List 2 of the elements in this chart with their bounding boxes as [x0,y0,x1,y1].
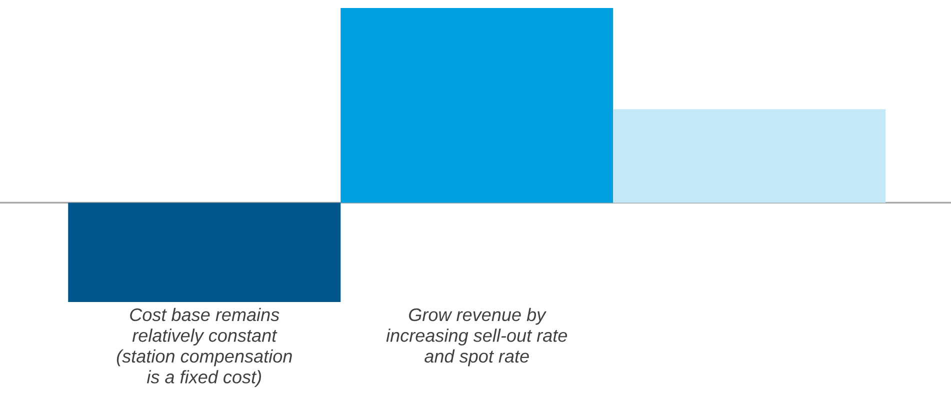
x-tick-label: Grow revenue by increasing sell-out rate and spot rate [386,308,568,366]
x-tick-label: Cost base remains relatively constant (station compensation is a fixed cost) [116,308,292,387]
